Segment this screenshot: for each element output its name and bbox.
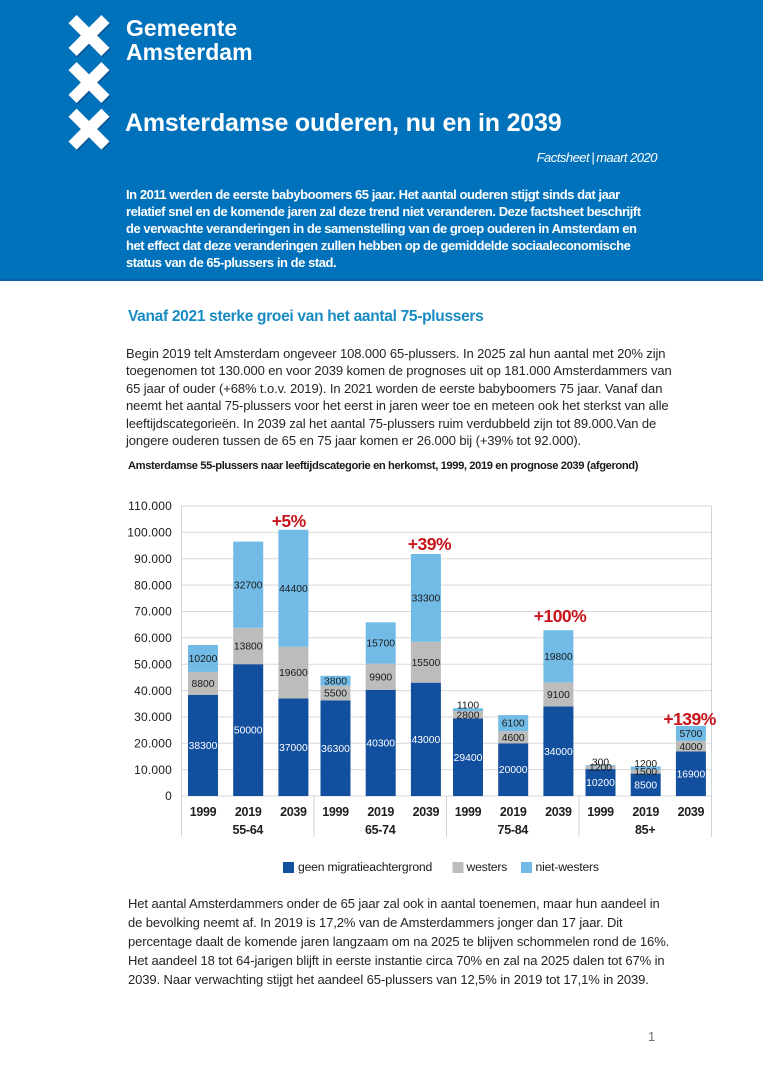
svg-text:niet-westers: niet-westers (536, 860, 599, 874)
svg-text:44400: 44400 (279, 584, 308, 595)
svg-text:10200: 10200 (189, 654, 218, 665)
svg-text:2039: 2039 (678, 805, 705, 819)
svg-text:110.000: 110.000 (128, 499, 172, 513)
svg-text:30.000: 30.000 (134, 710, 172, 724)
svg-text:2019: 2019 (500, 805, 527, 819)
svg-text:2039: 2039 (413, 805, 440, 819)
svg-text:9900: 9900 (369, 672, 392, 683)
svg-text:3800: 3800 (324, 676, 347, 687)
svg-text:16900: 16900 (677, 769, 706, 780)
svg-text:37000: 37000 (279, 743, 308, 754)
svg-text:33300: 33300 (412, 594, 441, 605)
svg-text:75-84: 75-84 (498, 823, 529, 837)
svg-text:19600: 19600 (279, 668, 308, 679)
svg-text:40300: 40300 (366, 739, 395, 750)
svg-text:8500: 8500 (634, 780, 657, 791)
svg-text:4600: 4600 (502, 733, 525, 744)
svg-text:0: 0 (165, 789, 172, 803)
svg-text:2019: 2019 (632, 805, 659, 819)
svg-text:300: 300 (592, 758, 609, 769)
svg-text:6100: 6100 (502, 719, 525, 730)
svg-text:32700: 32700 (234, 580, 263, 591)
svg-text:36300: 36300 (321, 744, 350, 755)
svg-text:1200: 1200 (589, 763, 612, 774)
svg-text:westers: westers (466, 860, 508, 874)
svg-text:2019: 2019 (235, 805, 262, 819)
svg-text:55-64: 55-64 (233, 823, 264, 837)
svg-text:4000: 4000 (679, 742, 702, 753)
svg-text:1999: 1999 (455, 805, 482, 819)
svg-text:65-74: 65-74 (365, 823, 396, 837)
svg-text:19800: 19800 (544, 652, 573, 663)
svg-text:1999: 1999 (190, 805, 217, 819)
svg-text:+139%: +139% (663, 709, 716, 729)
svg-text:85+: 85+ (635, 823, 655, 837)
svg-text:5700: 5700 (679, 729, 702, 740)
svg-text:80.000: 80.000 (134, 578, 172, 592)
svg-text:90.000: 90.000 (134, 552, 172, 566)
svg-text:+100%: +100% (534, 606, 587, 626)
svg-text:50000: 50000 (234, 726, 263, 737)
svg-text:13800: 13800 (234, 642, 263, 653)
svg-text:50.000: 50.000 (134, 657, 172, 671)
svg-text:10.000: 10.000 (134, 763, 172, 777)
svg-text:29400: 29400 (454, 753, 483, 764)
svg-text:1999: 1999 (587, 805, 614, 819)
svg-text:9100: 9100 (547, 690, 570, 701)
svg-text:34000: 34000 (544, 747, 573, 758)
svg-text:2039: 2039 (280, 805, 307, 819)
svg-text:40.000: 40.000 (134, 684, 172, 698)
svg-text:15500: 15500 (412, 658, 441, 669)
svg-text:geen migratieachtergrond: geen migratieachtergrond (298, 860, 432, 874)
svg-text:+5%: +5% (272, 511, 307, 531)
svg-text:20.000: 20.000 (134, 737, 172, 751)
svg-text:2039: 2039 (545, 805, 572, 819)
svg-text:10200: 10200 (586, 778, 615, 789)
svg-text:5500: 5500 (324, 689, 347, 700)
svg-text:1500: 1500 (634, 767, 657, 778)
svg-text:20000: 20000 (499, 765, 528, 776)
svg-text:2800: 2800 (457, 710, 480, 721)
svg-text:38300: 38300 (189, 741, 218, 752)
svg-text:15700: 15700 (366, 639, 395, 650)
svg-text:2019: 2019 (367, 805, 394, 819)
svg-text:1100: 1100 (457, 701, 479, 712)
svg-text:43000: 43000 (412, 735, 441, 746)
svg-text:1200: 1200 (634, 759, 657, 770)
svg-text:+39%: +39% (408, 534, 452, 554)
svg-text:8800: 8800 (192, 679, 215, 690)
svg-text:1999: 1999 (322, 805, 349, 819)
svg-text:70.000: 70.000 (134, 605, 172, 619)
svg-text:100.000: 100.000 (127, 526, 172, 540)
svg-text:60.000: 60.000 (134, 631, 172, 645)
